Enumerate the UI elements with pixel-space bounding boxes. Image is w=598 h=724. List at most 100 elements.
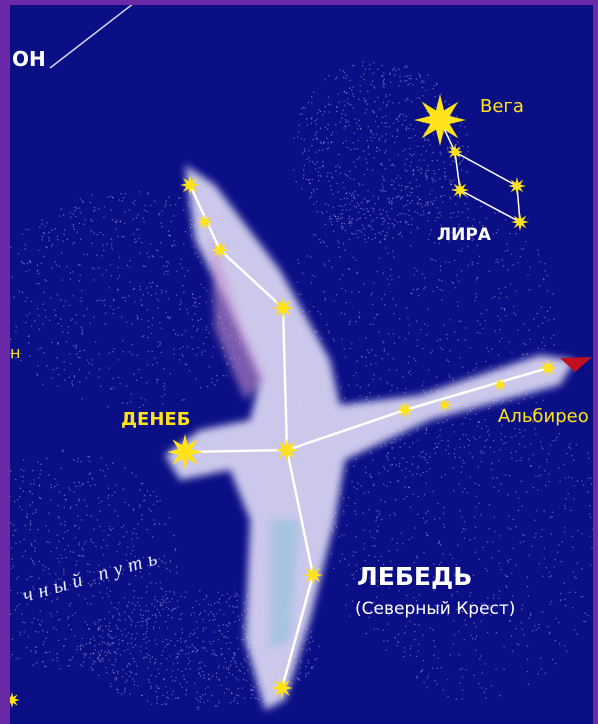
speck <box>106 545 107 546</box>
speck <box>488 429 489 430</box>
speck <box>110 196 111 197</box>
speck <box>168 608 169 609</box>
speck <box>438 169 439 170</box>
speck <box>12 639 13 640</box>
speck <box>58 265 59 266</box>
speck <box>329 216 330 217</box>
speck <box>30 576 31 577</box>
speck <box>111 210 112 211</box>
speck <box>180 259 181 260</box>
speck <box>44 225 45 226</box>
speck <box>175 677 176 678</box>
speck <box>344 125 345 126</box>
speck <box>389 369 390 370</box>
speck <box>326 324 327 325</box>
speck <box>525 241 526 242</box>
speck <box>448 453 449 454</box>
speck <box>447 359 448 360</box>
speck <box>331 218 332 219</box>
speck <box>297 136 298 137</box>
speck <box>402 150 403 151</box>
speck <box>372 110 373 111</box>
speck <box>179 263 180 264</box>
speck <box>419 75 420 76</box>
speck <box>98 208 99 209</box>
speck <box>75 216 76 217</box>
speck <box>59 561 60 562</box>
speck <box>52 377 53 378</box>
speck <box>45 316 46 317</box>
speck <box>147 320 148 321</box>
speck <box>363 214 364 215</box>
speck <box>429 193 430 194</box>
speck <box>373 73 374 74</box>
speck <box>352 234 353 235</box>
speck <box>517 329 518 330</box>
speck <box>303 107 304 108</box>
speck <box>93 652 94 653</box>
star <box>414 94 466 146</box>
speck <box>317 311 318 312</box>
speck <box>519 443 520 444</box>
speck <box>536 313 537 314</box>
speck <box>466 171 467 172</box>
speck <box>469 411 470 412</box>
speck <box>470 409 471 410</box>
speck <box>199 590 200 591</box>
speck <box>86 515 87 516</box>
speck <box>145 266 146 267</box>
speck <box>352 257 353 258</box>
speck <box>113 642 114 643</box>
speck <box>359 317 360 318</box>
speck <box>161 328 162 329</box>
speck <box>454 260 455 261</box>
speck <box>66 266 67 267</box>
speck <box>572 607 573 608</box>
speck <box>124 222 125 223</box>
speck <box>370 453 371 454</box>
speck <box>133 508 134 509</box>
speck <box>571 455 572 456</box>
speck <box>360 387 361 388</box>
speck <box>135 638 136 639</box>
frame-right <box>593 0 598 724</box>
speck <box>81 548 82 549</box>
speck <box>476 367 477 368</box>
speck <box>544 558 545 559</box>
speck <box>110 653 111 654</box>
speck <box>68 487 69 488</box>
speck <box>130 694 131 695</box>
speck <box>384 348 385 349</box>
speck <box>462 698 463 699</box>
speck <box>228 669 229 670</box>
speck <box>94 621 95 622</box>
speck <box>388 354 389 355</box>
speck <box>408 372 409 373</box>
speck <box>371 207 372 208</box>
speck <box>322 114 323 115</box>
speck <box>199 604 200 605</box>
speck <box>385 115 386 116</box>
speck <box>188 663 189 664</box>
speck <box>132 550 133 551</box>
speck <box>383 190 384 191</box>
speck <box>131 624 132 625</box>
speck <box>191 224 192 225</box>
speck <box>522 605 523 606</box>
speck <box>227 631 228 632</box>
speck <box>346 75 347 76</box>
speck <box>184 597 185 598</box>
speck <box>160 615 161 616</box>
speck <box>461 169 462 170</box>
speck <box>351 343 352 344</box>
speck <box>538 624 539 625</box>
speck <box>368 509 369 510</box>
speck <box>183 399 184 400</box>
speck <box>298 131 299 132</box>
speck <box>123 197 124 198</box>
speck <box>360 208 361 209</box>
speck <box>100 469 101 470</box>
speck <box>426 471 427 472</box>
speck <box>301 188 302 189</box>
speck <box>406 126 407 127</box>
